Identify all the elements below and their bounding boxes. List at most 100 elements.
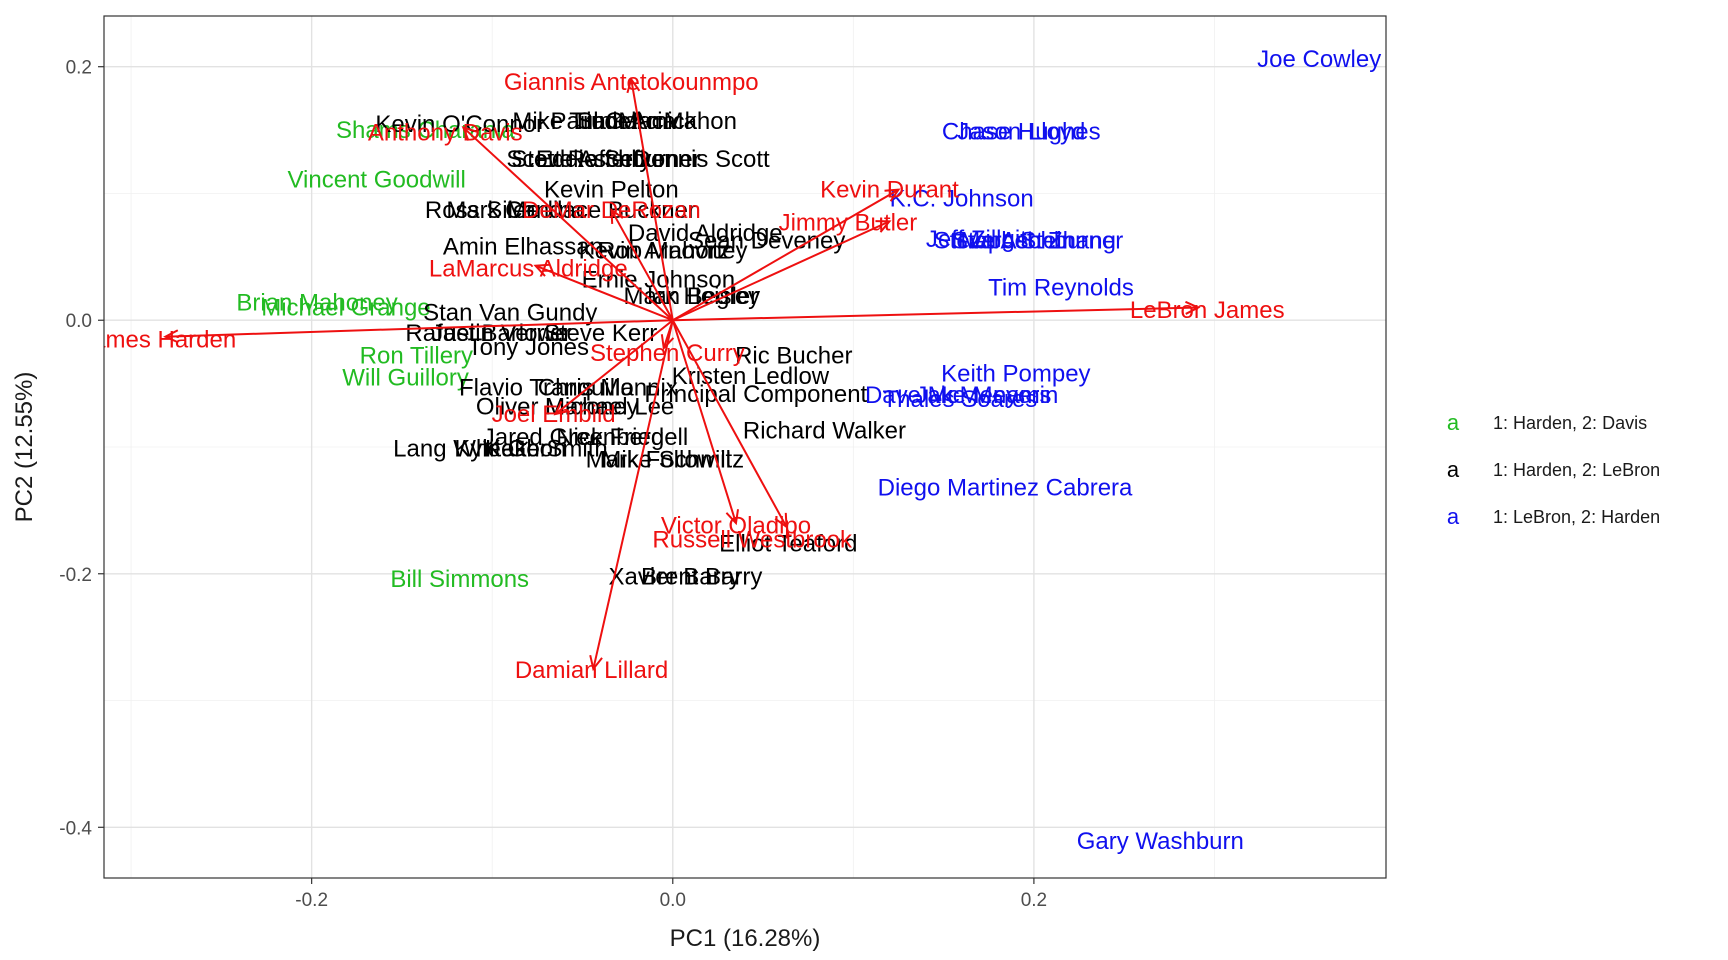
loading-arrow-head (163, 329, 179, 344)
point-label: Joe Cowley (1257, 46, 1381, 73)
loading-arrow-line (672, 306, 1199, 322)
x-tick-label: 0.2 (1021, 890, 1047, 911)
point-label: Stan Van Gundy (423, 300, 597, 327)
loading-arrow-label: Jimmy Butler (779, 210, 918, 237)
loading-arrow-head (461, 125, 478, 141)
loading-arrow-head (553, 400, 570, 416)
point-label: Ric Bucher (735, 343, 852, 370)
loading-arrow-line (592, 320, 674, 670)
grid-minor (104, 16, 1386, 878)
point-label: Nick Friedell (556, 424, 688, 451)
point-label: Jeff Zillgitt (926, 226, 1034, 253)
loading-arrow-label: Kevin Durant (820, 177, 959, 204)
point-label: Stephen Zhang (952, 227, 1116, 254)
legend-key-glyph: a (1447, 457, 1460, 482)
grid-major (104, 16, 1386, 878)
x-axis-title: PC1 (16.28%) (670, 925, 821, 952)
point-label: Mike Schmitz (601, 447, 744, 474)
loading-arrow-head (626, 77, 641, 94)
y-tick-label: 0.2 (66, 58, 92, 79)
loading-arrow-head (589, 654, 603, 672)
loading-arrow-head (774, 512, 788, 529)
loading-arrows: Giannis Antetokounmpo Anthony Davis DeMar … (80, 69, 1285, 684)
point-label: Rob Mahoney (598, 238, 747, 265)
point-label: Jason Lloyd (957, 118, 1085, 145)
point-label: Kevin Pelton (544, 177, 679, 204)
y-axis-ticks: -0.4 -0.2 0.0 0.2 (59, 58, 104, 839)
point-label: Candace Buckner (505, 197, 696, 224)
x-axis-ticks: -0.2 0.0 0.2 (295, 878, 1047, 911)
point-label: Keith Pompey (941, 360, 1090, 387)
point-label: Brent Barry (641, 563, 762, 590)
y-axis-title: PC2 (12.55%) (11, 372, 38, 523)
loading-arrow-head (533, 263, 550, 277)
y-tick-label: 0.0 (66, 311, 92, 332)
y-tick-label: -0.2 (59, 565, 92, 586)
loading-arrow-head (1185, 300, 1201, 315)
point-label: Thales Soares (882, 386, 1037, 413)
point-label: Elliot Teaford (719, 530, 857, 557)
point-label: Xavier Barry (609, 563, 741, 590)
loading-arrow-label: Damian Lillard (515, 657, 668, 684)
loading-arrow-head (610, 207, 624, 224)
point-label: Mark Followill (586, 447, 731, 474)
x-tick-label: 0.0 (660, 890, 686, 911)
loading-arrow-label: James Harden (80, 326, 236, 353)
loading-arrow-line (535, 264, 674, 322)
loading-arrow-line (672, 188, 899, 322)
legend-key-glyph: a (1447, 410, 1460, 435)
point-label: Bill Simmons (390, 566, 529, 593)
loading-arrow-line (554, 319, 674, 415)
point-label: Keith Smith (485, 435, 608, 462)
point-label: Oliver Maroney (476, 393, 639, 420)
point-label: Dave McMenamin (865, 382, 1058, 409)
point-label: Paul Garcia (550, 108, 676, 135)
point-label: Tony Jones (468, 334, 589, 361)
y-tick-label: -0.4 (59, 818, 92, 839)
loading-arrow-label: Russell Westbrook (652, 527, 853, 554)
point-label: Chase Hughes (942, 118, 1101, 145)
point-label: Kevin O'Connor (375, 111, 544, 138)
point-label: Richard Walker (743, 418, 906, 445)
loading-arrow-line (671, 319, 788, 528)
point-label: Kevin Arnovitz (579, 238, 731, 265)
legend-entry-label: 1: Harden, 2: LeBron (1493, 460, 1660, 480)
legend-entry-label: 1: Harden, 2: Davis (1493, 413, 1647, 433)
point-label: Sean Deveney (688, 227, 845, 254)
loading-arrow-label: LeBron James (1130, 297, 1285, 324)
x-tick-label: -0.2 (295, 890, 328, 911)
point-label: Gary Washburn (1077, 828, 1244, 855)
loading-arrow-head (875, 220, 892, 233)
point-label: Steve Aschburner (934, 227, 1123, 254)
point-label: Mike Trudell (512, 108, 641, 135)
point-label: Shams Charania (336, 117, 515, 144)
point-label: Ernie Johnson (582, 267, 735, 294)
legend: a 1: Harden, 2: Davis a 1: Harden, 2: LeBro… (1447, 410, 1660, 529)
point-label: Diego Martinez Cabrera (878, 475, 1133, 502)
loading-arrow-line (630, 79, 674, 321)
loading-arrow-label: DeMar DeRozan (522, 197, 701, 224)
point-label: Tim MacMahon (572, 108, 736, 135)
point-label: David Aldridge (628, 220, 783, 247)
loading-arrow-label: Anthony Davis (368, 120, 523, 147)
point-label: Marc Stein (960, 227, 1075, 254)
loading-arrow-line (165, 319, 673, 338)
loading-arrow-label: Giannis Antetokounmpo (504, 69, 759, 96)
point-label: Will Guillory (342, 364, 469, 391)
point-label: Dennis Scott (634, 146, 770, 173)
panel-border (103, 15, 1387, 879)
point-label: Ron Tillery (360, 343, 473, 370)
loading-arrow-label: LaMarcus Aldridge (429, 255, 628, 282)
legend-entry-label: 1: LeBron, 2: Harden (1493, 507, 1660, 527)
point-label: Brian Mahoney (236, 289, 397, 316)
point-label: Tim Reynolds (988, 274, 1134, 301)
loading-arrow-line (610, 209, 674, 321)
loading-arrow-head (725, 509, 740, 526)
loading-arrow-line (462, 126, 674, 321)
point-label: Vincent Goodwill (287, 167, 465, 194)
point-label: Kyle Goon (454, 435, 566, 462)
point-label: Michael Grange (261, 295, 430, 322)
point-label: Jared Greenberg (483, 424, 664, 451)
